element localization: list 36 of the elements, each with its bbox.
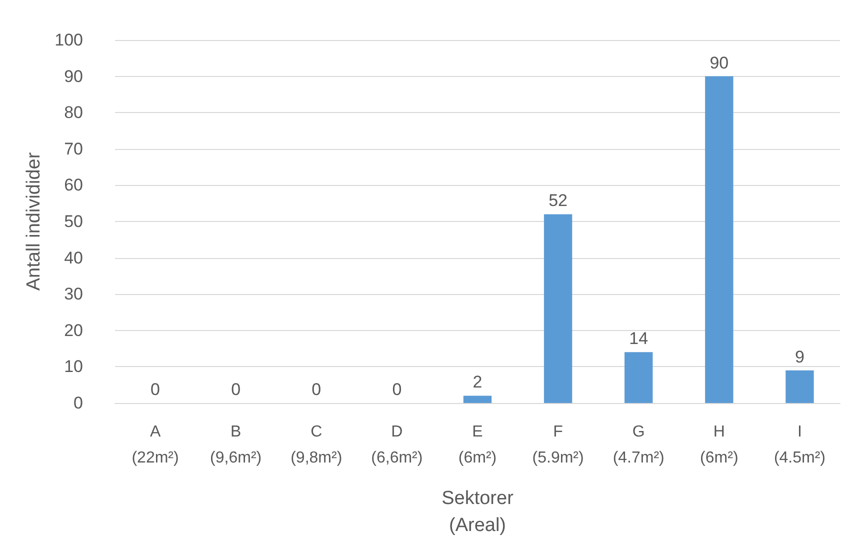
y-tick-label: 10 bbox=[64, 357, 83, 376]
data-label: 0 bbox=[392, 380, 402, 399]
y-tick-label: 40 bbox=[64, 248, 83, 268]
y-tick-label: 20 bbox=[64, 320, 83, 340]
y-tick-label: 90 bbox=[64, 66, 83, 86]
y-tick-label: 60 bbox=[64, 176, 83, 195]
x-tick-label: A (22m²) bbox=[132, 424, 179, 466]
x-tick-label: H (6m²) bbox=[700, 424, 738, 466]
y-tick-label: 0 bbox=[74, 394, 83, 412]
x-axis-title: Sektorer (Areal) bbox=[442, 488, 514, 536]
x-tick-label: G (4.7m²) bbox=[612, 424, 664, 466]
x-tick-label: E (6m²) bbox=[458, 424, 497, 466]
x-tick-label: I (4.5m²) bbox=[774, 424, 826, 466]
x-tick-label: F (5.9m²) bbox=[532, 424, 584, 466]
bar bbox=[705, 76, 734, 403]
y-tick-label: 50 bbox=[64, 212, 83, 231]
x-tick-label: D (6,6m²) bbox=[371, 424, 423, 466]
bar bbox=[463, 396, 492, 403]
y-tick-label: 100 bbox=[54, 30, 83, 50]
data-label: 14 bbox=[629, 329, 648, 348]
data-label: 90 bbox=[710, 53, 729, 72]
data-label: 9 bbox=[794, 347, 804, 366]
x-tick-label: B (9,6m²) bbox=[210, 424, 262, 466]
y-tick-label: 80 bbox=[64, 103, 83, 122]
y-tick-label: 70 bbox=[64, 139, 83, 158]
bar bbox=[544, 214, 572, 403]
data-label: 52 bbox=[548, 191, 568, 210]
bar bbox=[624, 352, 653, 403]
data-label: 2 bbox=[472, 372, 482, 392]
y-tick-label: 30 bbox=[64, 284, 83, 304]
data-label: 0 bbox=[312, 380, 322, 399]
y-axis-title: Antall individider bbox=[24, 152, 45, 291]
x-tick-label: C (9,8m²) bbox=[290, 424, 342, 466]
bar bbox=[786, 370, 814, 403]
data-label: 0 bbox=[150, 380, 160, 399]
data-label: 0 bbox=[231, 380, 241, 399]
